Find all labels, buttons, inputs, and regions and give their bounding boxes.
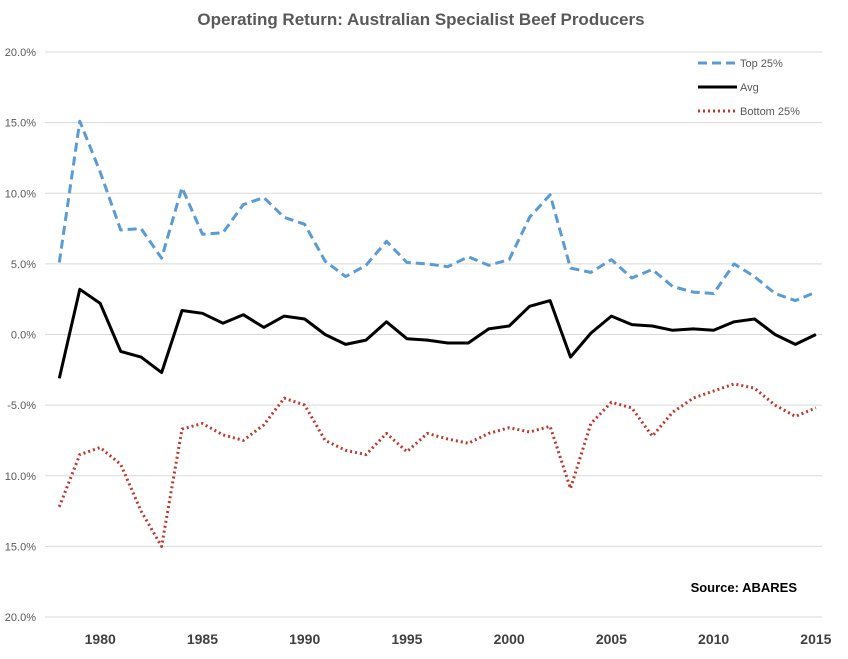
y-tick-label: 5.0% bbox=[11, 259, 36, 271]
y-axis-tick-labels: 20.0% 15.0% 10.0% 5.0% 0.0% -5.0% 10.0% 15.0% 20… bbox=[5, 47, 36, 624]
series-lines bbox=[57, 119, 817, 548]
series-line-bottom-25 bbox=[57, 382, 817, 548]
y-tick-label: -5.0% bbox=[7, 400, 36, 412]
y-tick-label: 15.0% bbox=[5, 118, 36, 130]
x-tick-label: 1995 bbox=[391, 631, 422, 647]
legend: Top 25% Avg Bottom 25% bbox=[698, 58, 800, 118]
series-line-avg bbox=[57, 287, 817, 379]
y-tick-label: 15.0% bbox=[5, 541, 36, 553]
x-tick-label: 2010 bbox=[698, 631, 729, 647]
chart-title: Operating Return: Australian Specialist … bbox=[197, 10, 644, 29]
y-tick-label: 20.0% bbox=[5, 47, 36, 59]
x-tick-label: 2000 bbox=[494, 631, 525, 647]
source-note: Source: ABARES bbox=[691, 580, 798, 595]
legend-label: Avg bbox=[740, 82, 759, 94]
x-tick-label: 2005 bbox=[596, 631, 627, 647]
y-tick-label: 10.0% bbox=[5, 471, 36, 483]
x-tick-label: 1985 bbox=[187, 631, 218, 647]
x-tick-label: 2015 bbox=[800, 631, 831, 647]
y-tick-label: 0.0% bbox=[11, 330, 36, 342]
y-tick-label: 20.0% bbox=[5, 612, 36, 624]
legend-label: Bottom 25% bbox=[740, 106, 800, 118]
x-tick-label: 1980 bbox=[85, 631, 116, 647]
gridlines bbox=[45, 51, 822, 618]
x-axis-tick-labels: 1980 1985 1990 1995 2000 2005 2010 2015 bbox=[85, 631, 832, 647]
y-tick-label: 10.0% bbox=[5, 188, 36, 200]
x-tick-label: 1990 bbox=[289, 631, 320, 647]
series-line-top-25 bbox=[57, 119, 817, 303]
legend-label: Top 25% bbox=[740, 58, 783, 70]
